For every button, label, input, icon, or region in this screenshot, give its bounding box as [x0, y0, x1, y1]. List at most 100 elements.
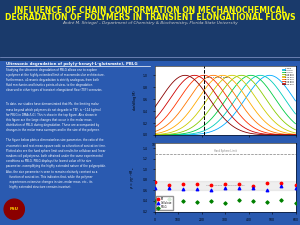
60 min	[294, 122, 297, 125]
0 min	[199, 133, 202, 135]
Text: Hard Sphere Limit: Hard Sphere Limit	[214, 149, 236, 153]
300 min	[256, 122, 259, 125]
0 min	[242, 100, 245, 103]
60 min	[208, 119, 212, 121]
PBLG	[194, 200, 199, 204]
180 min	[230, 74, 234, 77]
PBLG	[152, 200, 157, 203]
30 min	[294, 112, 297, 115]
FancyBboxPatch shape	[0, 0, 300, 61]
PS	[223, 182, 227, 186]
480 min	[153, 106, 156, 109]
Cellulose	[251, 186, 256, 190]
Line: 180 min: 180 min	[154, 75, 296, 135]
Line: 0 min: 0 min	[154, 75, 296, 135]
240 min	[242, 92, 245, 95]
PBLG	[223, 201, 227, 205]
420 min	[256, 131, 259, 134]
30 min	[255, 74, 259, 77]
480 min	[209, 99, 212, 102]
420 min	[242, 126, 245, 128]
360 min	[256, 128, 259, 131]
Y-axis label: dw/d(log M): dw/d(log M)	[133, 91, 137, 110]
Text: André M. Striegel – Department of Chemistry & Biochemistry, Florida State Univer: André M. Striegel – Department of Chemis…	[62, 21, 238, 25]
Line: 60 min: 60 min	[154, 75, 296, 135]
180 min	[153, 133, 156, 136]
Cellulose	[293, 186, 298, 190]
420 min	[153, 118, 156, 121]
480 min	[199, 85, 202, 88]
PS	[293, 183, 298, 187]
Y-axis label: $\rho$ = $\langle\eta\rangle^{1/3}/R_g$: $\rho$ = $\langle\eta\rangle^{1/3}/R_g$	[129, 166, 137, 189]
Cellulose	[180, 187, 185, 190]
0 min	[255, 81, 259, 84]
Text: FSU: FSU	[10, 207, 19, 211]
480 min	[242, 130, 245, 133]
PS	[152, 180, 157, 184]
30 min	[199, 131, 202, 133]
120 min	[255, 84, 258, 87]
180 min	[208, 93, 212, 96]
180 min	[170, 131, 173, 134]
180 min	[255, 98, 258, 100]
120 min	[242, 74, 245, 77]
60 min	[242, 77, 245, 79]
PBLG	[180, 199, 185, 203]
Cellulose	[194, 187, 199, 190]
PBLG	[208, 200, 213, 203]
0 min	[254, 82, 258, 85]
Cellulose	[279, 184, 284, 188]
PS	[251, 184, 256, 188]
180 min	[199, 108, 202, 110]
180 min	[242, 80, 245, 83]
30 min	[208, 126, 212, 129]
240 min	[153, 133, 156, 135]
Line: 420 min: 420 min	[154, 75, 296, 135]
Text: To date, our studies have demonstrated that Mc, the limiting molar
mass beyond w: To date, our studies have demonstrated t…	[6, 102, 100, 132]
30 min	[242, 87, 245, 90]
PS	[180, 182, 185, 186]
420 min	[294, 134, 297, 136]
60 min	[199, 126, 202, 129]
Cellulose	[237, 186, 242, 190]
Cellulose	[265, 189, 270, 192]
60 min	[170, 133, 173, 136]
120 min	[240, 74, 243, 77]
PBLG	[265, 200, 270, 203]
480 min	[294, 134, 297, 136]
Circle shape	[4, 199, 24, 219]
Line: 240 min: 240 min	[154, 75, 296, 134]
Text: Ultrasonic degradation of poly(γ-benzyl-L-glutamate), PBLG: Ultrasonic degradation of poly(γ-benzyl-…	[6, 62, 138, 66]
Legend: PS, Cellulose, PBLG: PS, Cellulose, PBLG	[156, 196, 173, 210]
30 min	[258, 74, 262, 77]
480 min	[170, 83, 173, 85]
240 min	[256, 112, 259, 115]
Text: Studying the ultrasonic degradation of PBLG allows one to explore
a polymer at t: Studying the ultrasonic degradation of P…	[6, 68, 105, 92]
Legend: 0 min, 30 min, 60 min, 120 min, 180 min, 240 min, 300 min, 360 min, 420 min, 480: 0 min, 30 min, 60 min, 120 min, 180 min,…	[282, 68, 295, 86]
Cellulose	[152, 187, 157, 190]
480 min	[256, 133, 259, 136]
60 min	[255, 76, 258, 78]
240 min	[199, 94, 202, 97]
30 min	[153, 134, 156, 136]
FancyBboxPatch shape	[0, 61, 300, 225]
0 min	[170, 134, 173, 136]
Line: 300 min: 300 min	[154, 75, 296, 135]
120 min	[199, 119, 202, 122]
120 min	[208, 107, 212, 110]
PS	[166, 183, 171, 187]
360 min	[199, 74, 202, 77]
0 min	[294, 99, 297, 102]
Text: DEGRADATION OF POLYMERS IN TRANSIENT ELONGATIONAL FLOWS: DEGRADATION OF POLYMERS IN TRANSIENT ELO…	[5, 14, 295, 22]
360 min	[202, 74, 206, 77]
240 min	[255, 111, 258, 114]
180 min	[256, 99, 259, 101]
300 min	[199, 82, 202, 84]
Line: 360 min: 360 min	[154, 75, 296, 135]
300 min	[242, 106, 245, 109]
240 min	[221, 74, 224, 77]
PS	[194, 182, 199, 185]
Text: $M_c$=1.14$\times$10$^5$ g/mol: $M_c$=1.14$\times$10$^5$ g/mol	[206, 74, 231, 80]
PBLG	[251, 200, 256, 203]
300 min	[212, 74, 215, 77]
